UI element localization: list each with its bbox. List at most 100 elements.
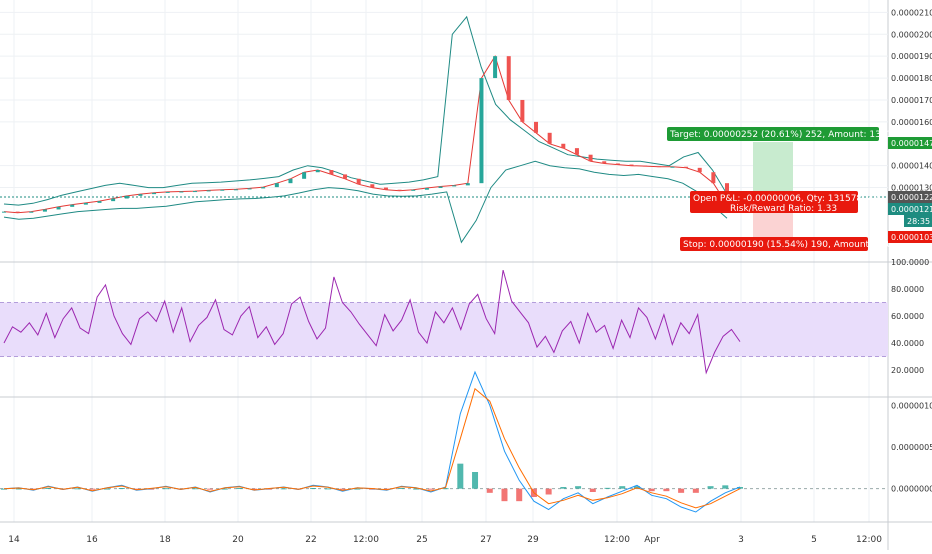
macd-histogram-bar xyxy=(133,488,140,490)
candle xyxy=(629,164,634,166)
candle xyxy=(684,166,689,168)
target-zone xyxy=(753,142,793,197)
candle xyxy=(424,187,429,190)
candle xyxy=(670,166,675,168)
candle xyxy=(493,56,498,79)
macd-histogram-bar xyxy=(457,463,464,489)
x-tick-11: 3 xyxy=(738,535,744,545)
rsi-band xyxy=(0,302,888,357)
candle xyxy=(111,198,116,202)
candle xyxy=(397,189,402,191)
candle xyxy=(261,187,266,189)
rsi-line xyxy=(3,269,741,375)
macd-histogram-bar xyxy=(663,488,670,492)
candle xyxy=(547,132,552,144)
x-tick-6: 25 xyxy=(416,535,427,545)
macd-histogram-bar xyxy=(516,488,523,502)
candle xyxy=(329,170,334,175)
candle xyxy=(70,204,75,207)
macd-histogram-bar xyxy=(74,488,81,490)
macd-histogram-bar xyxy=(737,487,743,489)
macd-histogram-bar xyxy=(339,488,346,490)
candle xyxy=(370,184,375,188)
candle xyxy=(83,202,88,205)
macd-histogram-bar xyxy=(692,488,699,493)
candle xyxy=(438,186,443,188)
candle xyxy=(152,192,157,195)
macd-histogram-bar xyxy=(589,488,596,492)
candle xyxy=(411,189,416,191)
candle xyxy=(29,211,34,213)
macd-histogram-bar xyxy=(251,488,258,490)
candle xyxy=(192,191,197,193)
price-tag-current-2-text: 0.00001217 xyxy=(891,205,932,214)
rsi-tick-1: 80.0000 xyxy=(891,285,924,294)
signal-line xyxy=(3,387,741,509)
x-tick-1: 16 xyxy=(86,535,98,545)
candle xyxy=(206,190,211,192)
macd-histogram-bar xyxy=(207,488,214,490)
macd-histogram-bar xyxy=(221,488,228,490)
candle xyxy=(233,189,238,191)
price-tag-current-2 xyxy=(888,203,932,215)
candle xyxy=(247,188,252,190)
rsi-tick-2: 60.0000 xyxy=(891,312,924,321)
x-tick-0: 14 xyxy=(8,535,20,545)
macd-histogram-bar xyxy=(501,488,508,502)
candle xyxy=(615,163,620,165)
candle xyxy=(220,189,225,191)
candle xyxy=(656,166,661,168)
candle xyxy=(643,165,648,167)
price-tag-target xyxy=(888,137,932,149)
macd-histogram-bar xyxy=(30,488,37,490)
bb-lower-line xyxy=(3,160,728,244)
candle xyxy=(124,195,129,199)
candle xyxy=(602,161,607,164)
macd-histogram-bar xyxy=(280,488,287,490)
x-tick-9: 12:00 xyxy=(604,535,630,545)
candle xyxy=(138,194,143,196)
candle xyxy=(15,211,20,213)
candle xyxy=(343,174,348,179)
rsi-tick-0: 100.0000 xyxy=(891,258,929,267)
macd-histogram-bar xyxy=(560,487,567,489)
countdown-tag xyxy=(904,215,932,227)
rsi-tick-4: 20.0000 xyxy=(891,366,924,375)
bb-upper-line xyxy=(3,15,728,206)
price-tag-stop-text: 0.00001033 xyxy=(891,233,932,242)
candle xyxy=(711,172,716,184)
macd-histogram-bar xyxy=(472,472,479,489)
macd-histogram-bar xyxy=(236,488,243,489)
candle xyxy=(452,185,457,187)
candle xyxy=(465,183,470,186)
macd-histogram-bar xyxy=(722,485,729,489)
candle xyxy=(479,78,484,184)
macd-histogram-bar xyxy=(45,488,52,489)
price-tag-current-text: 0.00001223 xyxy=(891,193,932,202)
x-tick-8: 29 xyxy=(527,535,539,545)
target-label: Target: 0.00000252 (20.61%) 252, Amount:… xyxy=(669,130,907,140)
candle xyxy=(588,154,593,162)
macd-histogram-bar xyxy=(413,488,420,490)
macd-histogram-bar xyxy=(324,488,331,490)
candle xyxy=(302,172,307,179)
candle xyxy=(574,148,579,155)
macd-histogram-bar xyxy=(678,488,685,493)
candle xyxy=(697,167,702,173)
x-tick-2: 18 xyxy=(159,535,171,545)
macd-histogram-bar xyxy=(619,486,626,489)
macd-histogram-bar xyxy=(427,488,434,490)
candle xyxy=(520,99,525,122)
candle xyxy=(42,209,47,212)
macd-histogram-bar xyxy=(575,486,582,489)
price-tag-current xyxy=(888,191,932,203)
candle xyxy=(2,211,6,213)
candle xyxy=(165,191,170,193)
x-tick-13: 12:00 xyxy=(856,535,882,545)
